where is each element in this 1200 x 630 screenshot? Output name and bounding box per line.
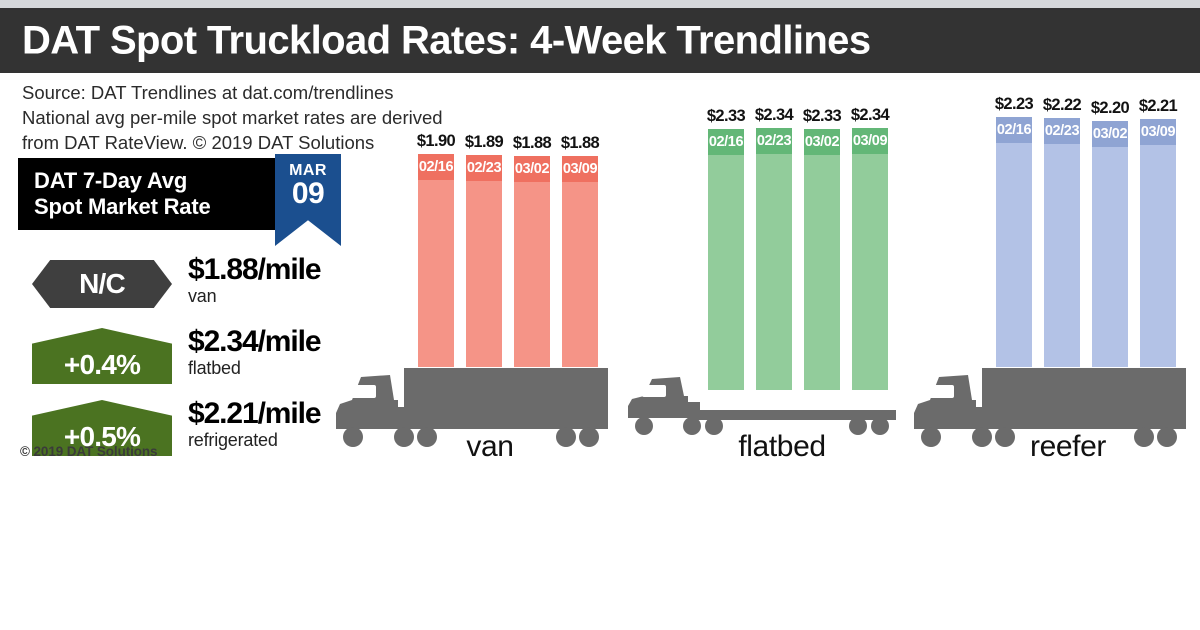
source-note: Source: DAT Trendlines at dat.com/trendl… (22, 80, 542, 155)
bar-date-label: 03/02 (804, 129, 840, 155)
flatbed-truck-icon (622, 366, 922, 451)
bar-flatbed-03-09: 03/09 (852, 128, 888, 390)
ribbon-month: MAR (289, 162, 327, 179)
title-bar: DAT Spot Truckload Rates: 4-Week Trendli… (0, 8, 1200, 73)
change-badge-van: N/C (32, 260, 172, 308)
bar-date-label: 03/09 (852, 128, 888, 154)
bar-date-label: 02/23 (1044, 118, 1080, 144)
bar-date-label: 02/23 (756, 128, 792, 154)
source-line-2: National avg per-mile spot market rates … (22, 107, 443, 128)
bar-date-label: 02/16 (708, 129, 744, 155)
bar-van-03-09: 03/09 (562, 156, 598, 367)
bar-date-label: 03/02 (1092, 121, 1128, 147)
bar-date-label: 02/23 (466, 155, 502, 181)
page-title: DAT Spot Truckload Rates: 4-Week Trendli… (22, 18, 871, 62)
rate-block-refrigerated: $2.21/mile refrigerated (188, 397, 322, 451)
stat-row-refrigerated: +0.5% $2.21/mile refrigerated (18, 398, 328, 464)
bar-value-label: $2.34 (850, 106, 890, 124)
bar-value-label: $2.21 (1138, 97, 1178, 115)
stat-row-flatbed: +0.4% $2.34/mile flatbed (18, 326, 328, 392)
bar-value-label: $2.33 (802, 107, 842, 125)
bar-value-label: $2.34 (754, 106, 794, 124)
rate-value-flatbed: $2.34/mile (188, 325, 322, 358)
bar-reefer-03-09: 03/09 (1140, 119, 1176, 367)
rate-label-flatbed: flatbed (188, 358, 241, 378)
bar-value-label: $2.23 (994, 95, 1034, 113)
bar-van-02-16: 02/16 (418, 154, 454, 367)
rate-block-van: $1.88/mile van (188, 253, 322, 307)
summary-panel: DAT 7-Day Avg Spot Market Rate MAR 09 N/… (18, 154, 341, 456)
bar-van-02-23: 02/23 (466, 155, 502, 367)
bar-van-03-02: 03/02 (514, 156, 550, 367)
bar-flatbed-02-23: 02/23 (756, 128, 792, 390)
bar-reefer-03-02: 03/02 (1092, 121, 1128, 367)
rate-label-refrigerated: refrigerated (188, 430, 278, 450)
bar-date-label: 03/09 (562, 156, 598, 182)
rate-block-flatbed: $2.34/mile flatbed (188, 325, 322, 379)
summary-title-line-2: Spot Market Rate (34, 194, 211, 219)
top-strip (0, 0, 1200, 8)
summary-header-title: DAT 7-Day Avg Spot Market Rate (34, 168, 211, 220)
box-truck-icon (330, 355, 630, 465)
ribbon-day: 09 (291, 177, 325, 210)
bar-flatbed-02-16: 02/16 (708, 129, 744, 390)
bar-date-label: 02/16 (418, 154, 454, 180)
rate-label-van: van (188, 286, 217, 306)
bar-value-label: $1.89 (464, 133, 504, 151)
stat-row-van: N/C $1.88/mile van (18, 254, 328, 320)
bar-value-label: $2.20 (1090, 99, 1130, 117)
date-ribbon-badge: MAR 09 (275, 154, 341, 246)
category-label-reefer: reefer (1030, 430, 1106, 463)
bar-date-label: 03/02 (514, 156, 550, 182)
bar-value-label: $2.22 (1042, 96, 1082, 114)
bar-date-label: 03/09 (1140, 119, 1176, 145)
bar-flatbed-03-02: 03/02 (804, 129, 840, 390)
summary-title-line-1: DAT 7-Day Avg (34, 168, 188, 193)
bar-date-label: 02/16 (996, 117, 1032, 143)
category-label-flatbed: flatbed (738, 430, 826, 463)
copyright-note: © 2019 DAT Solutions (20, 444, 158, 459)
category-label-van: van (466, 430, 514, 463)
source-line-1: Source: DAT Trendlines at dat.com/trendl… (22, 82, 394, 103)
bar-reefer-02-16: 02/16 (996, 117, 1032, 367)
reefer-truck-icon (908, 355, 1200, 465)
bar-value-label: $1.88 (512, 134, 552, 152)
rate-value-van: $1.88/mile (188, 253, 322, 286)
bar-value-label: $1.88 (560, 134, 600, 152)
bar-value-label: $1.90 (416, 132, 456, 150)
rate-value-refrigerated: $2.21/mile (188, 397, 322, 430)
bar-value-label: $2.33 (706, 107, 746, 125)
source-line-3: from DAT RateView. © 2019 DAT Solutions (22, 132, 375, 153)
summary-header: DAT 7-Day Avg Spot Market Rate MAR 09 (18, 154, 341, 246)
bar-reefer-02-23: 02/23 (1044, 118, 1080, 367)
